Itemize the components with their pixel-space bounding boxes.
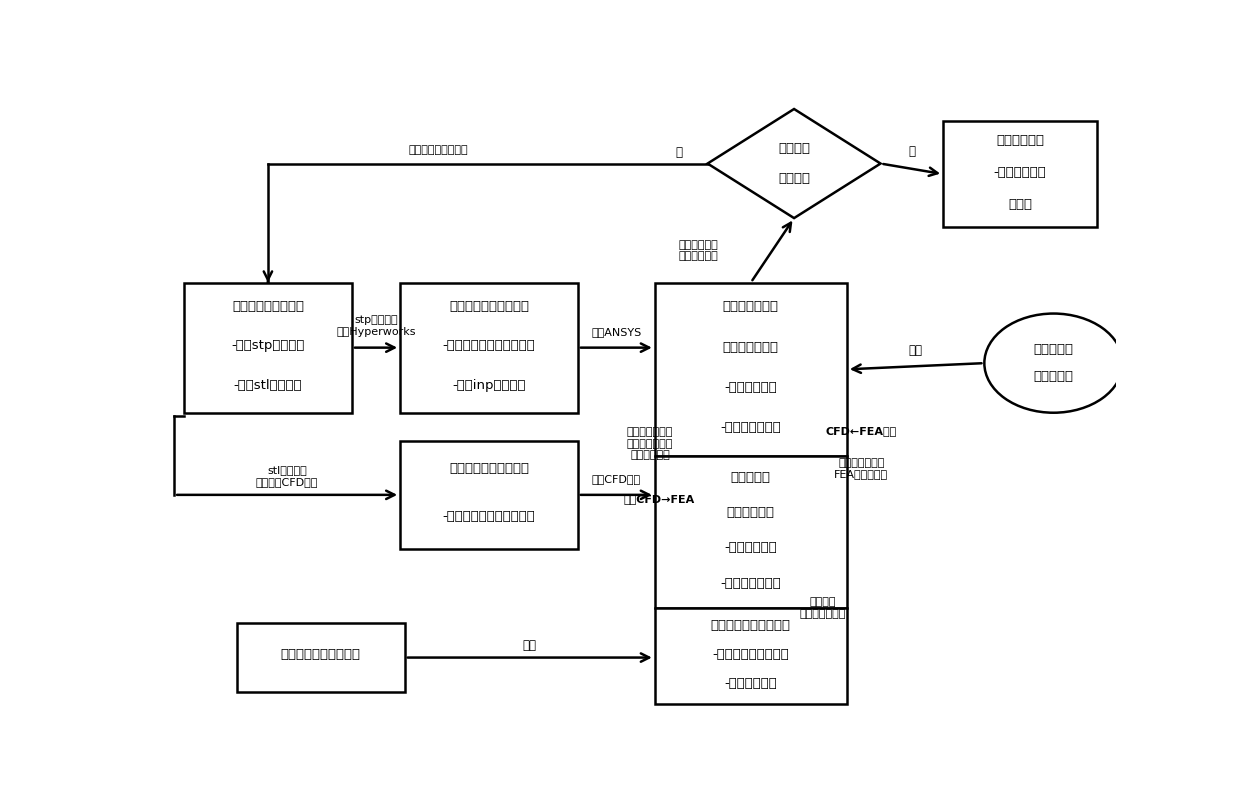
Text: CFD←FEA映射: CFD←FEA映射 xyxy=(826,427,897,436)
Text: 导入ANSYS: 导入ANSYS xyxy=(591,327,641,337)
Text: 设计要求: 设计要求 xyxy=(777,172,810,185)
Text: 三维CFD软件: 三维CFD软件 xyxy=(591,474,641,485)
Bar xyxy=(942,122,1096,227)
Text: 编译热辐射: 编译热辐射 xyxy=(1033,343,1074,356)
Text: -发动机热力学计算值: -发动机热力学计算值 xyxy=(713,648,789,661)
Text: 发动机外特性试验数据: 发动机外特性试验数据 xyxy=(280,649,361,662)
Text: 建立固体域的网格模型: 建立固体域的网格模型 xyxy=(449,299,529,312)
Text: 发动机整机热力学模型: 发动机整机热力学模型 xyxy=(711,619,791,632)
Text: 建立流体域: 建立流体域 xyxy=(730,471,771,484)
Bar xyxy=(655,283,847,456)
Text: -导出inp网格文件: -导出inp网格文件 xyxy=(453,378,526,391)
Text: stp格式文件
导入Hyperworks: stp格式文件 导入Hyperworks xyxy=(336,315,415,336)
Text: 插入: 插入 xyxy=(909,345,923,357)
Bar xyxy=(401,440,578,549)
Polygon shape xyxy=(708,109,880,218)
Text: 调整参数化几何模型: 调整参数化几何模型 xyxy=(408,145,467,155)
Text: 是否满足: 是否满足 xyxy=(777,142,810,155)
Text: 固体域的内壁面
FEA温度场数据: 固体域的内壁面 FEA温度场数据 xyxy=(835,458,888,479)
Text: 迭代最大温差
和最高温度值: 迭代最大温差 和最高温度值 xyxy=(678,240,718,261)
Text: 导出一维
热力学边界条件: 导出一维 热力学边界条件 xyxy=(800,597,846,619)
Text: 映射CFD→FEA: 映射CFD→FEA xyxy=(624,494,696,505)
Bar xyxy=(655,456,847,608)
Text: 流体域的外表面
时均化换热系数
和近壁面温度: 流体域的外表面 时均化换热系数 和近壁面温度 xyxy=(626,427,673,460)
Text: -网格划分和网格质量检查: -网格划分和网格质量检查 xyxy=(443,339,536,352)
Text: 计算任务完成: 计算任务完成 xyxy=(996,134,1044,147)
Text: 命令流对象: 命令流对象 xyxy=(1033,370,1074,383)
Ellipse shape xyxy=(985,313,1122,413)
Text: -撰写分析报告: -撰写分析报告 xyxy=(993,166,1047,179)
Text: -控制相对误差: -控制相对误差 xyxy=(724,677,777,690)
Bar xyxy=(237,623,404,691)
Text: 瞬态分析模型: 瞬态分析模型 xyxy=(727,506,775,519)
Bar xyxy=(655,608,847,704)
Text: -网格划分和网格质量检查: -网格划分和网格质量检查 xyxy=(443,510,536,522)
Text: 的稳态传热模型: 的稳态传热模型 xyxy=(723,341,779,353)
Text: 是: 是 xyxy=(908,145,915,158)
Text: stl格式文件
导入三维CFD软件: stl格式文件 导入三维CFD软件 xyxy=(255,465,319,487)
Text: -定义边界条件: -定义边界条件 xyxy=(724,542,777,555)
Text: 否: 否 xyxy=(676,146,682,159)
Text: 建立考虑热辐射: 建立考虑热辐射 xyxy=(723,300,779,313)
Text: 标定: 标定 xyxy=(523,638,537,652)
Text: -定义边界条件: -定义边界条件 xyxy=(724,381,777,394)
Text: -导出stp格式文件: -导出stp格式文件 xyxy=(231,339,305,352)
Text: 并存档: 并存档 xyxy=(1008,198,1032,211)
Text: -设置求解器参数: -设置求解器参数 xyxy=(720,576,781,590)
Text: 建立流体域的网格模型: 建立流体域的网格模型 xyxy=(449,462,529,476)
Bar xyxy=(401,283,578,413)
Text: -设置求解器参数: -设置求解器参数 xyxy=(720,421,781,435)
Text: -导出stl格式文件: -导出stl格式文件 xyxy=(233,378,303,391)
Bar xyxy=(184,283,352,413)
Text: 建立参数化几何模型: 建立参数化几何模型 xyxy=(232,299,304,312)
